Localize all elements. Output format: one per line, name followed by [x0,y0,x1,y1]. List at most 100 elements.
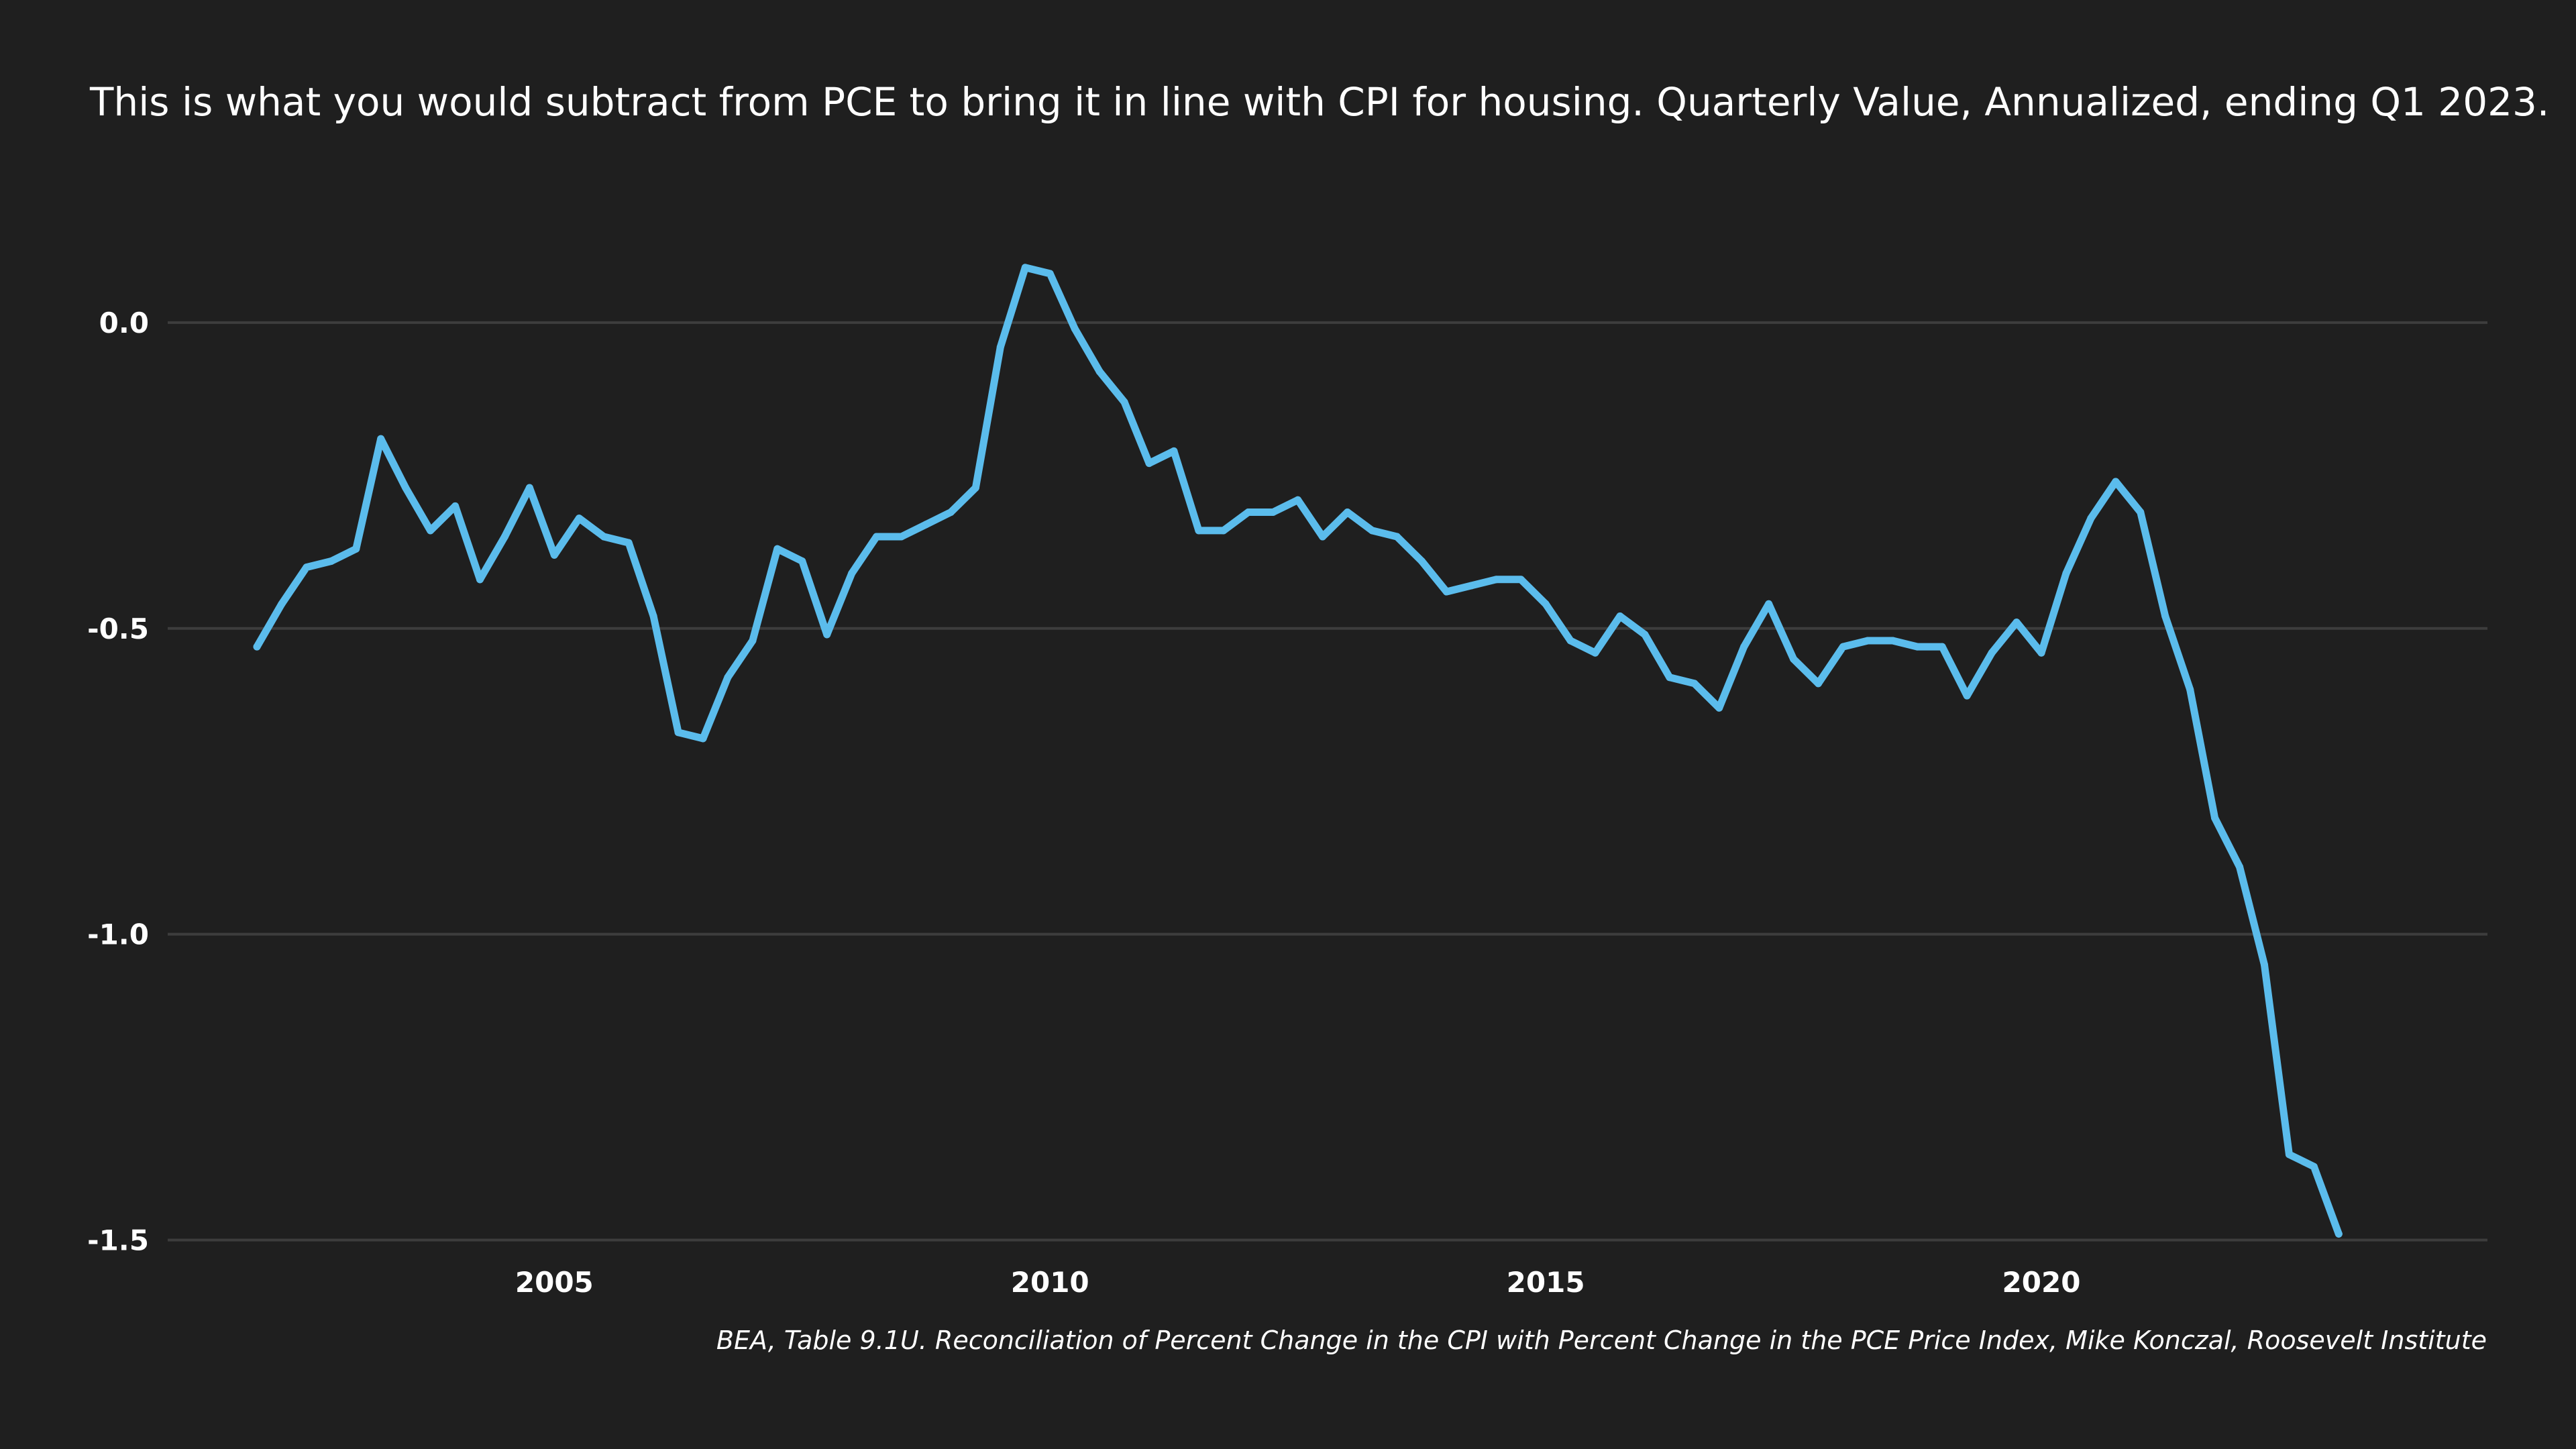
data-point [1988,649,1996,657]
data-point [1666,674,1674,682]
data-point [1071,325,1079,333]
data-point [377,435,385,443]
data-point [253,643,261,651]
data-point [600,533,608,541]
data-point [1195,527,1203,535]
data-point [649,612,657,621]
data-point [451,502,460,510]
data-point [848,570,856,578]
data-point [1269,508,1277,517]
gridlines [168,321,2487,1242]
data-point [699,735,707,743]
data-point [2261,961,2268,969]
data-point [1442,588,1450,596]
data-point [1690,680,1699,688]
data-point [1095,368,1104,376]
data-point [1294,496,1302,504]
data-point [1344,508,1352,517]
data-point [996,343,1004,351]
data-point [278,600,286,608]
data-point [476,576,484,584]
data-point [2186,686,2194,694]
data-point [1591,649,1599,657]
data-point [1913,643,1921,651]
data-point [2087,515,2095,523]
data-point [2112,478,2120,486]
data-point [2211,814,2219,822]
data-point [1864,637,1872,645]
data-point [2037,649,2045,657]
data-point [1319,533,1327,541]
data-point [674,729,682,737]
data-point [303,564,311,572]
data-point [1888,637,1896,645]
data-point [1417,557,1426,565]
data-point [1839,643,1847,651]
data-point [2285,1150,2293,1159]
data-point [1145,460,1153,468]
y-tick-label: -1.5 [87,1224,149,1257]
data-point [1715,704,1723,712]
data-point [1963,692,1971,700]
data-point [575,515,583,523]
data-point [823,631,831,639]
data-point [1220,527,1228,535]
data-point [922,521,930,529]
data-point [2334,1230,2343,1238]
data-point [971,484,979,492]
data-point [1740,643,1748,651]
data-point [1542,600,1550,608]
y-axis-tick-labels: 0.0 -0.5 -1.0 -1.5 [87,307,149,1257]
data-point [1641,631,1649,639]
data-point [402,484,410,492]
data-point [1244,508,1252,517]
x-tick-label: 2015 [1507,1266,1585,1299]
data-point [1566,637,1574,645]
x-tick-label: 2020 [2002,1266,2081,1299]
data-point [1790,655,1798,663]
data-point [1467,582,1475,590]
data-point [798,557,806,565]
y-tick-label: 0.0 [99,307,149,339]
data-point [550,551,558,559]
data-point [947,508,955,517]
data-point [1120,398,1128,406]
data-point [525,484,533,492]
data-point [1938,643,1946,651]
data-point [1616,612,1624,621]
x-tick-label: 2010 [1011,1266,1089,1299]
data-point [749,637,757,645]
data-point [2161,612,2169,621]
data-point [1492,576,1500,584]
data-point [773,545,782,553]
data-point [1170,447,1178,455]
chart-source-note: BEA, Table 9.1U. Reconciliation of Perce… [716,1326,2487,1355]
data-point [1368,527,1376,535]
data-point [2310,1163,2318,1171]
data-point [2137,508,2145,517]
series-line [253,264,2343,1238]
data-point [625,539,633,547]
data-point [724,674,732,682]
data-point [1046,270,1054,278]
data-point [1765,600,1773,608]
data-point [1021,264,1029,272]
data-point [500,533,508,541]
y-tick-label: -0.5 [87,612,149,645]
x-tick-label: 2005 [515,1266,594,1299]
chart-title: This is what you would subtract from PCE… [90,79,2550,125]
data-point [2062,570,2070,578]
data-point [1815,680,1822,688]
data-point [327,557,335,565]
data-point [1517,576,1525,584]
data-point [427,527,435,535]
data-point [352,545,360,553]
x-axis-tick-labels: 2005 2010 2015 2020 [515,1266,2081,1299]
data-point [898,533,906,541]
y-tick-label: -1.0 [87,918,149,951]
data-point [1393,533,1401,541]
data-point [873,533,881,541]
data-point [2236,863,2244,871]
data-point [2012,619,2021,627]
